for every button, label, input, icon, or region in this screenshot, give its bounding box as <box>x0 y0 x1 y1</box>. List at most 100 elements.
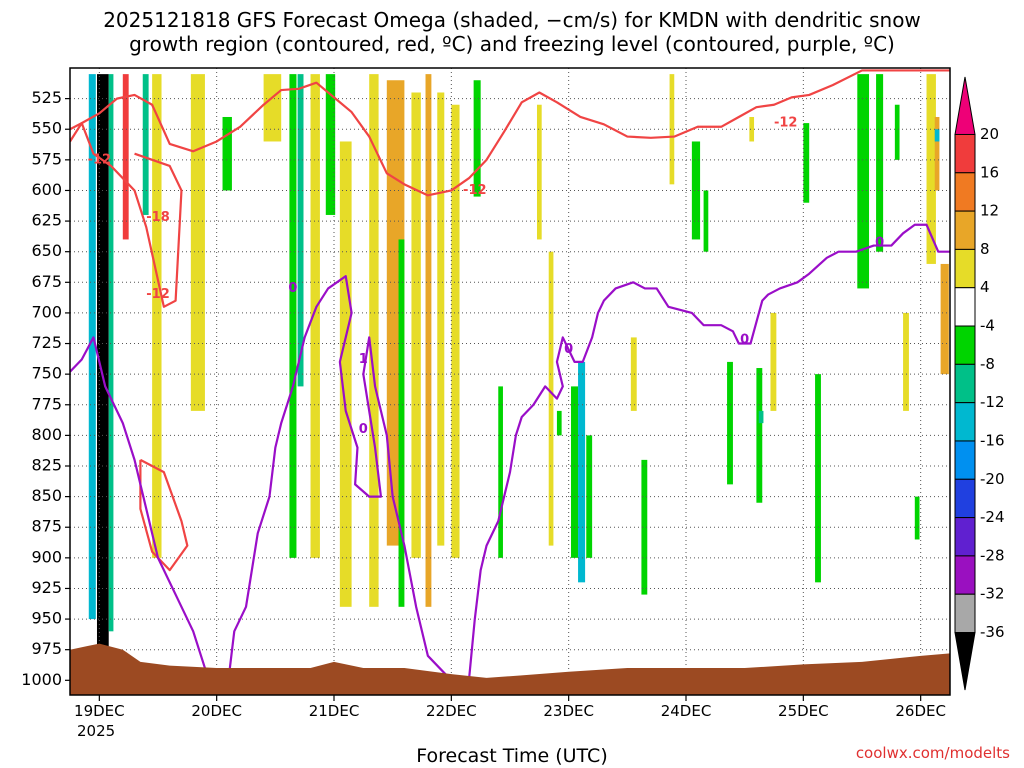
omega-patch <box>411 92 421 558</box>
colorbar-swatch <box>954 478 976 519</box>
colorbar-label: 12 <box>980 202 999 220</box>
colorbar-label: 20 <box>980 125 999 143</box>
y-tick-label: 650 <box>31 241 62 260</box>
omega-patch <box>369 74 379 607</box>
omega-patch <box>425 74 432 607</box>
y-tick-label: 900 <box>31 547 62 566</box>
omega-patch <box>548 251 554 546</box>
terrain-fill <box>70 643 950 695</box>
omega-patch <box>222 116 232 191</box>
omega-patch <box>398 239 405 607</box>
omega-patch <box>451 104 460 558</box>
omega-patch <box>142 74 149 215</box>
y-tick-label: 675 <box>31 272 62 291</box>
colorbar-swatch <box>954 440 976 480</box>
colorbar-swatch <box>954 287 976 327</box>
y-tick-label: 825 <box>31 455 62 474</box>
omega-patch <box>152 74 162 558</box>
y-axis: 525 550 575 600 625 650 675 700 725 750 775 800 825 8… <box>21 88 70 689</box>
colorbar-swatch <box>954 325 976 365</box>
omega-patch <box>691 141 701 240</box>
dgz-isotherm-upper <box>70 69 950 197</box>
colorbar-swatch <box>954 593 976 634</box>
colorbar-swatch <box>954 402 976 442</box>
omega-patch <box>894 104 900 160</box>
x-tick-label: 20DEC <box>191 702 242 720</box>
omega-patch <box>556 410 562 436</box>
dgz-closed-contour <box>139 458 189 572</box>
colorbar-swatch <box>954 133 976 174</box>
colorbar-label: 16 <box>980 163 999 181</box>
omega-shading-layer <box>88 74 949 662</box>
omega-patch <box>578 361 586 583</box>
contour-labels: -12 -18 -12 -12 -12 0 1 0 0 0 0 <box>88 116 885 437</box>
colorbar-swatch <box>954 555 976 595</box>
omega-patch <box>88 74 96 620</box>
colorbar-label: -36 <box>980 623 1005 641</box>
x-tick-label: 19DEC <box>74 702 125 720</box>
colorbar-label: -28 <box>980 546 1005 564</box>
x-axis: 19DEC 20DEC 21DEC 22DEC 23DEC 24DEC 25DEC 26DEC <box>74 695 946 720</box>
omega-patch <box>108 74 114 632</box>
colorbar-label: -20 <box>980 470 1005 488</box>
omega-patch <box>903 312 909 411</box>
x-tick-label: 22DEC <box>426 702 477 720</box>
omega-patch <box>756 368 763 503</box>
omega-patch <box>934 116 940 191</box>
y-tick-label: 750 <box>31 364 62 383</box>
y-tick-label: 550 <box>31 119 62 138</box>
colorbar-label: -32 <box>980 585 1005 603</box>
y-tick-label: 875 <box>31 517 62 536</box>
omega-patch <box>703 190 709 252</box>
colorbar-label: -8 <box>980 355 995 373</box>
omega-patch <box>758 410 764 424</box>
contour-layer <box>70 69 950 682</box>
omega-patch <box>325 74 336 215</box>
plot-frame <box>69 67 951 696</box>
omega-patch <box>310 74 320 558</box>
contour-label: 0 <box>564 342 573 357</box>
omega-patch <box>437 92 445 546</box>
colorbar-swatch <box>954 172 976 212</box>
x-tick-label: 24DEC <box>661 702 712 720</box>
omega-patch <box>498 386 503 558</box>
omega-patch <box>122 74 129 240</box>
omega-patch <box>815 374 821 583</box>
colorbar-cap-top <box>954 76 976 135</box>
omega-patch <box>926 74 936 264</box>
omega-patch <box>749 116 755 142</box>
y-tick-label: 725 <box>31 333 62 352</box>
y-tick-label: 525 <box>31 88 62 107</box>
contour-label: 0 <box>875 236 884 251</box>
colorbar-label: 8 <box>980 240 990 258</box>
omega-patch <box>96 74 109 662</box>
omega-patch <box>536 104 542 240</box>
contour-label: -12 <box>774 116 798 131</box>
contour-label: 0 <box>359 422 368 437</box>
omega-patch <box>876 74 884 252</box>
x-axis-title: Forecast Time (UTC) <box>416 745 608 767</box>
colorbar-label: -12 <box>980 393 1005 411</box>
y-tick-label: 800 <box>31 425 62 444</box>
source-credit: coolwx.com/modelts <box>855 744 1010 762</box>
colorbar-swatch <box>954 248 976 289</box>
colorbar-swatch <box>954 517 976 557</box>
x-tick-label: 23DEC <box>543 702 594 720</box>
dgz-isotherm-lower <box>70 122 183 308</box>
y-tick-label: 600 <box>31 180 62 199</box>
y-tick-label: 775 <box>31 394 62 413</box>
y-tick-label: 925 <box>31 578 62 597</box>
chart-title-line-1: 2025121818 GFS Forecast Omega (shaded, −… <box>103 8 921 32</box>
colorbar-swatch <box>954 363 976 404</box>
y-tick-label: 975 <box>31 639 62 658</box>
omega-patch <box>289 74 297 558</box>
colorbar-label: -24 <box>980 508 1005 526</box>
y-tick-label: 700 <box>31 302 62 321</box>
omega-patch <box>263 74 282 142</box>
colorbar-label: 4 <box>980 278 990 296</box>
omega-patch <box>641 459 648 595</box>
y-tick-label: 950 <box>31 609 62 628</box>
omega-patch <box>571 386 579 558</box>
chart-title-line-2: growth region (contoured, red, ºC) and f… <box>129 32 895 56</box>
